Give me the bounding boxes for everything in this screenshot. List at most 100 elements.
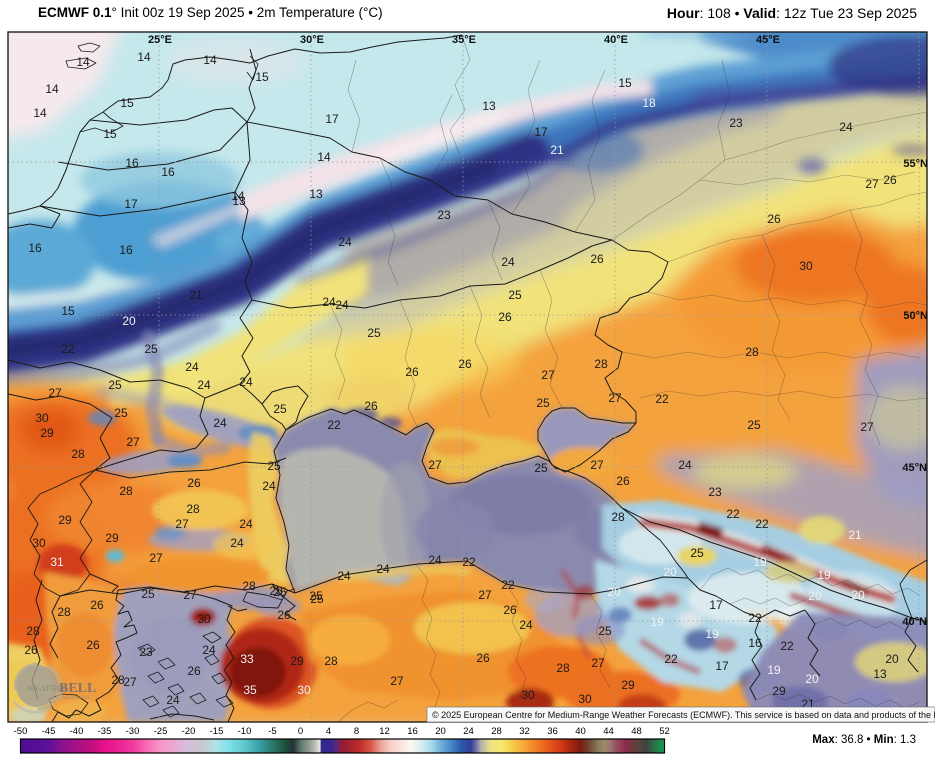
svg-text:40°N: 40°N	[902, 616, 927, 628]
svg-text:27: 27	[478, 588, 492, 602]
svg-text:14: 14	[317, 150, 331, 164]
svg-text:27: 27	[860, 420, 874, 434]
svg-text:25°E: 25°E	[148, 34, 172, 46]
svg-text:© 2025 European Centre for Med: © 2025 European Centre for Medium-Range …	[432, 710, 935, 720]
svg-text:19: 19	[767, 663, 781, 677]
svg-text:15: 15	[618, 76, 632, 90]
svg-text:25: 25	[367, 326, 381, 340]
svg-text:24: 24	[185, 360, 199, 374]
svg-text:35: 35	[243, 683, 257, 697]
svg-text:16: 16	[125, 156, 139, 170]
svg-text:16: 16	[748, 636, 762, 650]
svg-text:26: 26	[476, 651, 490, 665]
svg-text:14: 14	[231, 189, 245, 203]
svg-text:45°N: 45°N	[902, 462, 927, 474]
svg-text:20: 20	[805, 672, 819, 686]
svg-text:27: 27	[390, 674, 404, 688]
svg-text:27: 27	[591, 656, 605, 670]
svg-text:26: 26	[590, 252, 604, 266]
svg-text:30: 30	[578, 692, 592, 706]
svg-text:24: 24	[213, 416, 227, 430]
svg-text:17: 17	[715, 659, 729, 673]
svg-text:27: 27	[608, 391, 622, 405]
svg-text:26: 26	[503, 603, 517, 617]
svg-text:28: 28	[57, 605, 71, 619]
svg-text:45°E: 45°E	[756, 34, 780, 46]
svg-text:30°E: 30°E	[300, 34, 324, 46]
svg-text:28: 28	[745, 345, 759, 359]
svg-text:20: 20	[885, 652, 899, 666]
svg-text:26: 26	[458, 357, 472, 371]
svg-text:27: 27	[541, 368, 555, 382]
svg-text:14: 14	[137, 50, 151, 64]
svg-text:20: 20	[122, 314, 136, 328]
svg-text:15: 15	[120, 96, 134, 110]
svg-text:25: 25	[267, 459, 281, 473]
svg-text:28: 28	[119, 484, 133, 498]
svg-text:22: 22	[664, 652, 678, 666]
svg-text:28: 28	[611, 510, 625, 524]
svg-text:21: 21	[189, 288, 203, 302]
svg-text:23: 23	[139, 645, 153, 659]
svg-text:23: 23	[437, 208, 451, 222]
svg-text:27: 27	[590, 458, 604, 472]
svg-text:30: 30	[32, 536, 46, 550]
svg-text:22: 22	[755, 517, 769, 531]
svg-text:18: 18	[642, 96, 656, 110]
svg-text:25: 25	[309, 589, 323, 603]
svg-text:19: 19	[650, 615, 664, 629]
svg-text:29: 29	[772, 684, 786, 698]
svg-text:27: 27	[428, 458, 442, 472]
svg-text:25: 25	[273, 402, 287, 416]
svg-text:13: 13	[232, 194, 246, 208]
svg-text:25: 25	[508, 288, 522, 302]
svg-text:22: 22	[462, 555, 476, 569]
svg-text:20: 20	[663, 565, 677, 579]
svg-text:26: 26	[405, 365, 419, 379]
svg-text:13: 13	[482, 99, 496, 113]
svg-text:25: 25	[108, 378, 122, 392]
svg-text:13: 13	[873, 667, 887, 681]
svg-text:23: 23	[729, 116, 743, 130]
svg-text:27: 27	[865, 177, 879, 191]
svg-text:28: 28	[556, 661, 570, 675]
svg-text:24: 24	[839, 120, 853, 134]
svg-text:25: 25	[273, 585, 287, 599]
svg-text:29: 29	[290, 654, 304, 668]
svg-text:15: 15	[61, 304, 75, 318]
svg-text:17: 17	[325, 112, 339, 126]
svg-text:15: 15	[255, 70, 269, 84]
svg-text:30: 30	[799, 259, 813, 273]
svg-text:22: 22	[780, 639, 794, 653]
svg-text:24: 24	[202, 643, 216, 657]
svg-text:22: 22	[61, 342, 75, 356]
svg-text:24: 24	[239, 517, 253, 531]
svg-text:28: 28	[594, 357, 608, 371]
svg-text:WEATHER: WEATHER	[27, 684, 68, 693]
svg-text:30: 30	[197, 612, 211, 626]
svg-text:33: 33	[240, 652, 254, 666]
svg-text:17: 17	[534, 125, 548, 139]
svg-text:40°E: 40°E	[604, 34, 628, 46]
svg-text:22: 22	[501, 578, 515, 592]
svg-text:26: 26	[883, 173, 897, 187]
svg-text:20: 20	[851, 588, 865, 602]
svg-text:29: 29	[40, 426, 54, 440]
svg-text:14: 14	[33, 106, 47, 120]
svg-text:24: 24	[197, 378, 211, 392]
svg-text:23: 23	[708, 485, 722, 499]
svg-text:22: 22	[748, 611, 762, 625]
svg-text:24: 24	[376, 562, 390, 576]
svg-text:27: 27	[175, 517, 189, 531]
svg-text:Analytics LLC: Analytics LLC	[62, 696, 93, 701]
svg-text:28: 28	[71, 447, 85, 461]
svg-text:24: 24	[335, 298, 349, 312]
svg-text:17: 17	[709, 598, 723, 612]
svg-text:22: 22	[726, 507, 740, 521]
svg-text:14: 14	[45, 82, 59, 96]
svg-text:19: 19	[705, 627, 719, 641]
svg-text:55°N: 55°N	[903, 158, 928, 170]
svg-text:19: 19	[753, 555, 767, 569]
svg-text:27: 27	[123, 675, 137, 689]
svg-text:BELL: BELL	[59, 681, 96, 696]
